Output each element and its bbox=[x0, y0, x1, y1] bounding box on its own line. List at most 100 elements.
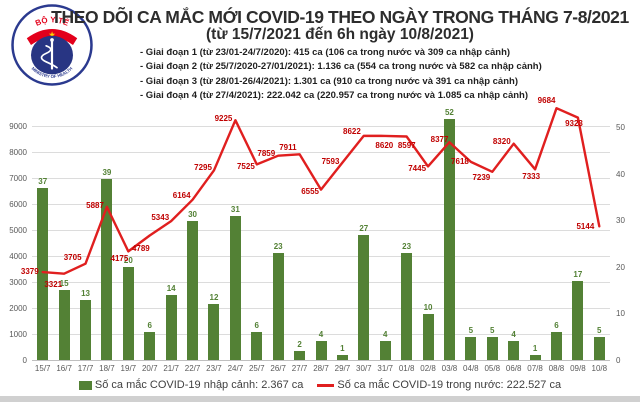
bar-09/8 bbox=[572, 281, 584, 360]
x-axis-label: 10/8 bbox=[591, 364, 608, 373]
line-value-label: 5887 bbox=[86, 201, 104, 211]
bar-value-label: 23 bbox=[402, 242, 412, 252]
gridline bbox=[32, 282, 610, 283]
x-axis-label: 19/7 bbox=[120, 364, 137, 373]
right-axis-tick: 0 bbox=[616, 355, 621, 365]
bar-value-label: 5 bbox=[597, 325, 602, 335]
line-value-label: 3705 bbox=[63, 253, 82, 263]
bar-value-label: 15 bbox=[59, 279, 69, 289]
line-value-label: 6555 bbox=[301, 187, 319, 197]
legend-bar-item: Số ca mắc COVID-19 nhập cảnh: 2.367 ca bbox=[78, 379, 303, 391]
bar-16/7 bbox=[58, 290, 70, 360]
left-axis-tick: 7000 bbox=[9, 173, 27, 183]
gridline bbox=[32, 152, 610, 153]
gridline bbox=[32, 230, 610, 231]
bar-value-label: 4 bbox=[318, 330, 324, 340]
bar-05/8 bbox=[486, 336, 498, 360]
x-axis-label: 17/7 bbox=[77, 364, 94, 373]
line-value-label: 8620 bbox=[375, 141, 394, 151]
line-value-label: 3321 bbox=[44, 280, 63, 290]
left-axis-tick: 9000 bbox=[9, 121, 27, 131]
stage-summary-list: - Giai đoạn 1 (từ 23/01-24/7/2020): 415 … bbox=[140, 46, 542, 104]
bar-27/7 bbox=[294, 350, 306, 360]
line-value-label: 7239 bbox=[472, 173, 491, 183]
legend-line-label: Số ca mắc COVID-19 trong nước: 222.527 c… bbox=[337, 379, 562, 391]
bar-value-label: 6 bbox=[554, 321, 559, 331]
legend-line-swatch-icon bbox=[317, 383, 335, 387]
bar-19/7 bbox=[122, 267, 134, 360]
bottom-border bbox=[0, 396, 640, 402]
bar-15/7 bbox=[37, 188, 49, 360]
x-axis-label: 08/8 bbox=[548, 364, 565, 373]
ministry-of-health-logo: BỘ Y TẾ ★ MINISTRY OF HEALTH bbox=[11, 4, 93, 86]
bar-07/8 bbox=[529, 355, 541, 360]
line-value-label: 9225 bbox=[214, 113, 233, 123]
bar-10/8 bbox=[593, 336, 605, 360]
bar-26/7 bbox=[272, 253, 284, 360]
line-value-label: 5343 bbox=[151, 212, 170, 222]
bar-value-label: 27 bbox=[359, 223, 369, 233]
x-axis-label: 07/8 bbox=[527, 364, 543, 373]
bar-03/8 bbox=[443, 118, 455, 360]
line-value-label: 7911 bbox=[279, 142, 297, 152]
domestic-cases-line bbox=[41, 106, 601, 275]
x-axis-label: 30/7 bbox=[356, 364, 372, 373]
bar-24/7 bbox=[229, 216, 241, 360]
stage-line-2: - Giai đoạn 2 (từ 25/7/2020-27/01/2021):… bbox=[140, 61, 542, 73]
bar-value-label: 2 bbox=[297, 339, 302, 349]
line-value-label: 8597 bbox=[397, 140, 416, 150]
x-axis-label: 21/7 bbox=[163, 364, 179, 373]
left-axis-tick: 2000 bbox=[9, 303, 27, 313]
bar-value-label: 31 bbox=[230, 205, 240, 215]
legend-line-item: Số ca mắc COVID-19 trong nước: 222.527 c… bbox=[317, 379, 561, 391]
left-axis-tick: 1000 bbox=[9, 329, 27, 339]
bar-value-label: 6 bbox=[147, 321, 152, 331]
rod-of-asclepius-icon bbox=[40, 38, 58, 70]
axis-baseline bbox=[32, 360, 610, 361]
bar-23/7 bbox=[208, 304, 220, 360]
line-value-label: 4175 bbox=[110, 253, 129, 263]
line-value-label: 7859 bbox=[257, 149, 276, 159]
bar-value-label: 1 bbox=[340, 344, 345, 354]
x-axis-label: 22/7 bbox=[184, 364, 201, 373]
chart-plot-area: 37 15 13 39 20 6 14 30 12 31 6 23 2 4 1 27 4 23 10 52 5 5 4 1 6 1… bbox=[21, 96, 610, 361]
line-value-label: 7333 bbox=[522, 171, 541, 181]
x-axis-label: 25/7 bbox=[248, 364, 265, 373]
bar-value-label: 30 bbox=[188, 209, 197, 219]
line-series-svg bbox=[41, 106, 601, 275]
x-axis-label: 05/8 bbox=[484, 364, 501, 373]
bar-value-label: 17 bbox=[573, 270, 583, 280]
logo-top-text: BỘ Y TẾ bbox=[34, 15, 70, 28]
bar-value-label: 10 bbox=[423, 302, 433, 312]
bar-30/7 bbox=[358, 234, 370, 360]
line-value-label: 8622 bbox=[343, 127, 361, 137]
stage-line-1: - Giai đoạn 1 (từ 23/01-24/7/2020): 415 … bbox=[140, 47, 511, 58]
bar-value-label: 13 bbox=[81, 288, 90, 298]
right-axis-tick: 30 bbox=[616, 216, 625, 226]
bar-value-label: 12 bbox=[209, 293, 219, 303]
stage-line-4: - Giai đoạn 4 (từ 27/4/2021): 222.042 ca… bbox=[140, 90, 529, 102]
bar-22/7 bbox=[187, 220, 199, 360]
bar-value-label: 4 bbox=[511, 330, 516, 340]
x-axis-label: 18/7 bbox=[99, 364, 115, 373]
page-title: THEO DÕI CA MẮC MỚI COVID-19 THEO NGÀY T… bbox=[51, 7, 629, 27]
x-axis-label: 02/8 bbox=[420, 364, 436, 373]
x-axis-label: 03/8 bbox=[441, 364, 458, 373]
bar-20/7 bbox=[144, 332, 156, 360]
gridline bbox=[32, 178, 610, 179]
bar-value-label: 52 bbox=[444, 107, 454, 117]
bar-value-label: 37 bbox=[38, 177, 48, 187]
bar-17/7 bbox=[80, 299, 92, 360]
line-value-label: 8377 bbox=[430, 134, 449, 144]
bar-28/7 bbox=[315, 341, 327, 360]
bar-18/7 bbox=[101, 178, 113, 360]
x-axis-label: 26/7 bbox=[270, 364, 286, 373]
gridline bbox=[32, 204, 610, 205]
bar-value-label: 23 bbox=[273, 242, 283, 252]
x-axis-label: 28/7 bbox=[313, 364, 329, 373]
x-axis-label: 01/8 bbox=[398, 364, 415, 373]
bar-21/7 bbox=[165, 295, 177, 360]
line-value-label: 7593 bbox=[321, 157, 340, 167]
bar-06/8 bbox=[508, 341, 520, 360]
